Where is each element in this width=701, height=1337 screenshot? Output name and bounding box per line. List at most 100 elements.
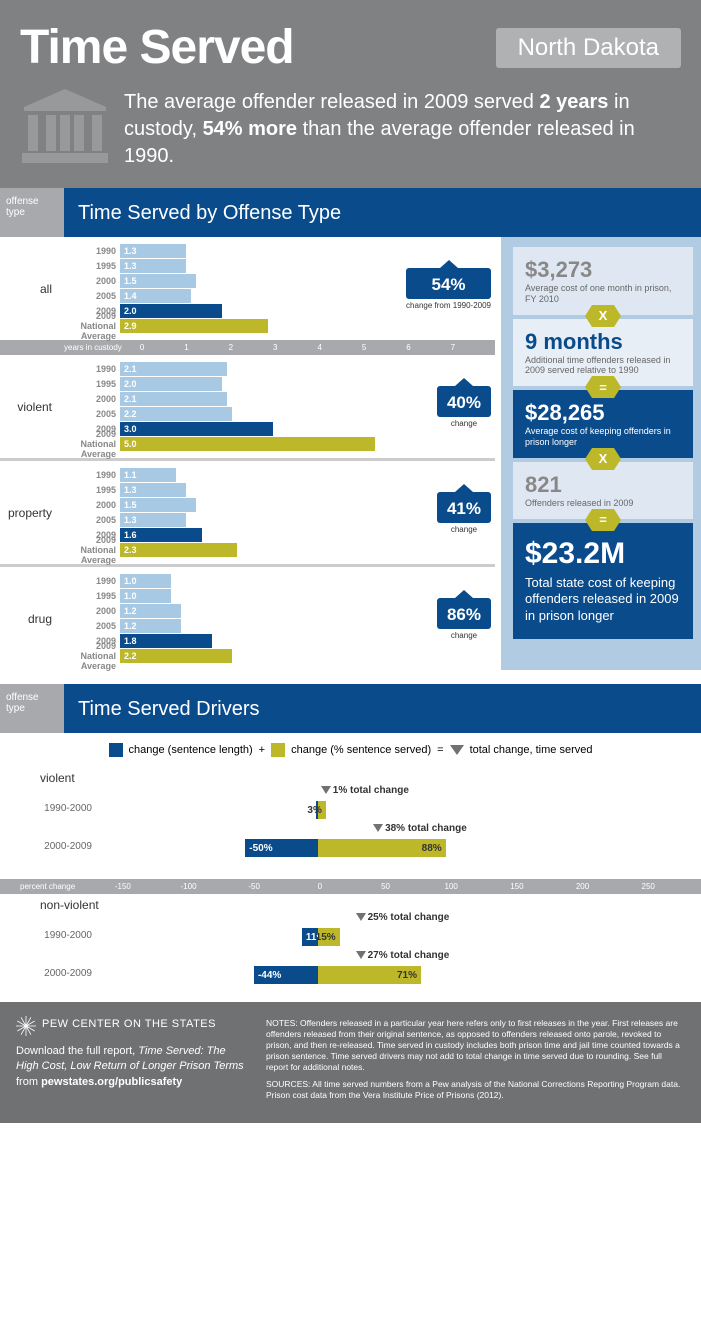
bar: 1.5 bbox=[120, 274, 196, 288]
year-label: 2009 National Average bbox=[60, 641, 120, 671]
offense-type-label: offensetype bbox=[0, 188, 64, 237]
download-text: Download the full report, Time Served: T… bbox=[16, 1044, 246, 1090]
section-1-body: all19901.319951.320001.520051.420092.020… bbox=[0, 237, 701, 670]
driver-row: 2000-200927% total change-44%71% bbox=[20, 954, 681, 992]
change-badge: 40%change bbox=[437, 386, 491, 428]
multiply-icon: X bbox=[592, 448, 614, 470]
bar: 1.3 bbox=[120, 259, 186, 273]
year-label: 1990 bbox=[60, 470, 120, 480]
year-label: 2005 bbox=[60, 515, 120, 525]
bar: 1.3 bbox=[120, 244, 186, 258]
legend-triangle-icon bbox=[450, 745, 464, 755]
bar: 3.0 bbox=[120, 422, 273, 436]
year-label: 2000 bbox=[60, 394, 120, 404]
year-label: 1990 bbox=[60, 576, 120, 586]
cost-box-2: 9 monthsAdditional time offenders releas… bbox=[513, 319, 693, 387]
chart-group-violent: violent19902.119952.020002.120052.220093… bbox=[0, 355, 495, 458]
period-label: 1990-2000 bbox=[20, 930, 100, 941]
driver-row: 1990-200025% total change11%15% bbox=[20, 916, 681, 954]
bar: 1.0 bbox=[120, 589, 171, 603]
period-label: 2000-2009 bbox=[20, 968, 100, 979]
sunburst-icon bbox=[16, 1016, 36, 1036]
cost-box-3: $28,265Average cost of keeping offenders… bbox=[513, 390, 693, 458]
year-label: 1995 bbox=[60, 261, 120, 271]
chart-group-all: all19901.319951.320001.520051.420092.020… bbox=[0, 237, 495, 340]
year-label: 2000 bbox=[60, 500, 120, 510]
page-title: Time Served bbox=[20, 20, 294, 75]
period-label: 2000-2009 bbox=[20, 841, 100, 852]
section-title: Time Served Drivers bbox=[64, 684, 701, 733]
bar: 1.1 bbox=[120, 468, 176, 482]
legend-swatch-blue bbox=[109, 743, 123, 757]
bar: 1.2 bbox=[120, 619, 181, 633]
year-label: 2000 bbox=[60, 276, 120, 286]
year-label: 2000 bbox=[60, 606, 120, 616]
category-label: drug bbox=[0, 612, 60, 626]
bar: 1.6 bbox=[120, 528, 202, 542]
year-label: 1990 bbox=[60, 364, 120, 374]
period-label: 1990-2000 bbox=[20, 803, 100, 814]
driver-row: 2000-200938% total change-50%88% bbox=[20, 827, 681, 865]
axis: percent change-150-100-50050100150200250 bbox=[0, 879, 701, 894]
equals-icon: = bbox=[592, 376, 614, 398]
bar: 1.4 bbox=[120, 289, 191, 303]
section-title: Time Served by Offense Type bbox=[64, 188, 701, 237]
bar: 1.5 bbox=[120, 498, 196, 512]
building-icon bbox=[20, 89, 110, 163]
equals-icon: = bbox=[592, 509, 614, 531]
year-label: 2009 National Average bbox=[60, 311, 120, 341]
section-2-header: offensetype Time Served Drivers bbox=[0, 684, 701, 733]
category-label: property bbox=[0, 506, 60, 520]
year-label: 1995 bbox=[60, 485, 120, 495]
year-label: 1995 bbox=[60, 591, 120, 601]
bar: 2.2 bbox=[120, 407, 232, 421]
chart-group-drug: drug19901.019951.020001.220051.220091.82… bbox=[0, 567, 495, 670]
cost-column: $3,273Average cost of one month in priso… bbox=[501, 237, 701, 670]
header: Time Served North Dakota The average off… bbox=[0, 0, 701, 188]
year-label: 2005 bbox=[60, 409, 120, 419]
org-name: PEW CENTER ON THE STATES bbox=[16, 1018, 246, 1030]
bar: 2.0 bbox=[120, 377, 222, 391]
category-label: violent bbox=[0, 400, 60, 414]
legend: change (sentence length) + change (% sen… bbox=[0, 733, 701, 767]
multiply-icon: X bbox=[592, 305, 614, 327]
footer: PEW CENTER ON THE STATES Download the fu… bbox=[0, 1002, 701, 1123]
driver-group-non-violent: non-violent 1990-200025% total change11%1… bbox=[0, 898, 701, 1002]
bar: 2.1 bbox=[120, 392, 227, 406]
cost-box-total: $23.2MTotal state cost of keeping offend… bbox=[513, 523, 693, 640]
change-badge: 54%change from 1990-2009 bbox=[406, 268, 491, 310]
bar: 5.0 bbox=[120, 437, 375, 451]
offense-type-label: offensetype bbox=[0, 684, 64, 733]
axis: years in custody01234567 bbox=[0, 340, 495, 355]
bar: 1.0 bbox=[120, 574, 171, 588]
cost-box-1: $3,273Average cost of one month in priso… bbox=[513, 247, 693, 315]
state-tag: North Dakota bbox=[496, 28, 681, 68]
category-label: all bbox=[0, 282, 60, 296]
driver-row: 1990-20001% total change-1%3% bbox=[20, 789, 681, 827]
section-1-header: offensetype Time Served by Offense Type bbox=[0, 188, 701, 237]
change-badge: 86%change bbox=[437, 598, 491, 640]
cost-box-4: 821Offenders released in 2009= bbox=[513, 462, 693, 519]
bar: 1.3 bbox=[120, 483, 186, 497]
change-badge: 41%change bbox=[437, 492, 491, 534]
year-label: 2009 National Average bbox=[60, 429, 120, 459]
driver-group-violent: violent1990-20001% total change-1%3%2000… bbox=[0, 771, 701, 875]
driver-category: non-violent bbox=[40, 898, 681, 912]
legend-swatch-yellow bbox=[271, 743, 285, 757]
bar: 1.2 bbox=[120, 604, 181, 618]
bar: 1.8 bbox=[120, 634, 212, 648]
year-label: 2005 bbox=[60, 621, 120, 631]
year-label: 1990 bbox=[60, 246, 120, 256]
bar: 2.3 bbox=[120, 543, 237, 557]
bar: 2.0 bbox=[120, 304, 222, 318]
year-label: 2009 National Average bbox=[60, 535, 120, 565]
footer-notes: NOTES: Offenders released in a particula… bbox=[266, 1018, 685, 1107]
bar: 2.2 bbox=[120, 649, 232, 663]
intro-text: The average offender released in 2009 se… bbox=[124, 89, 681, 170]
bar: 2.9 bbox=[120, 319, 268, 333]
driver-category: violent bbox=[40, 771, 681, 785]
bar: 2.1 bbox=[120, 362, 227, 376]
bar: 1.3 bbox=[120, 513, 186, 527]
year-label: 2005 bbox=[60, 291, 120, 301]
chart-group-property: property19901.119951.320001.520051.32009… bbox=[0, 461, 495, 564]
